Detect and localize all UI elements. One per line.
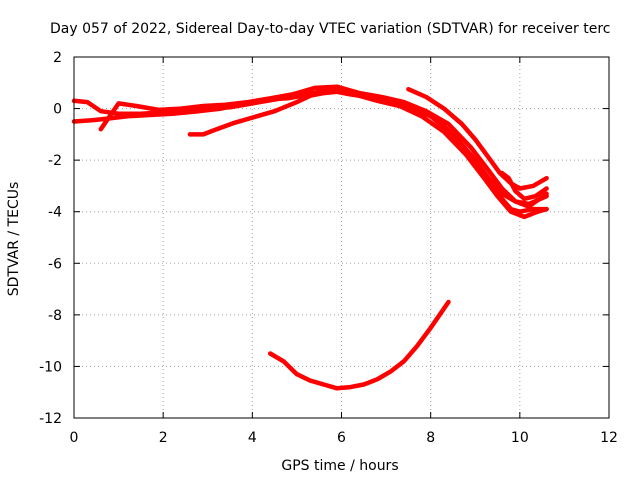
x-tick-label: 8: [426, 430, 435, 446]
series-line-track-c: [98, 84, 549, 209]
series-line-track-f: [499, 170, 549, 202]
x-tick-label: 12: [600, 430, 618, 446]
axis-ticks: 0 2 4 6 8 10 12 2 0 -2 -4 -6 -8 -10 -12: [39, 50, 618, 446]
y-tick-label: -4: [48, 205, 62, 221]
y-tick-label: -8: [48, 308, 62, 324]
data-traces: [71, 84, 549, 391]
x-axis-label: GPS time / hours: [281, 458, 398, 474]
y-tick-label: -6: [48, 256, 62, 272]
chart-title: Day 057 of 2022, Sidereal Day-to-day VTE…: [50, 21, 610, 37]
series-line-track-d: [187, 89, 549, 207]
y-tick-label: -2: [48, 153, 62, 169]
x-tick-label: 2: [159, 430, 168, 446]
y-tick-label: 2: [53, 50, 62, 66]
x-tick-label: 4: [248, 430, 257, 446]
y-tick-label: 0: [53, 102, 62, 118]
y-tick-label: -10: [39, 359, 62, 375]
series-line-track-e: [406, 86, 549, 191]
x-tick-label: 10: [511, 430, 529, 446]
y-tick-label: -12: [39, 411, 62, 427]
x-tick-label: 0: [70, 430, 79, 446]
x-tick-label: 6: [337, 430, 346, 446]
series-line-track-g: [267, 299, 451, 391]
y-axis-label: SDTVAR / TECUs: [6, 182, 22, 297]
